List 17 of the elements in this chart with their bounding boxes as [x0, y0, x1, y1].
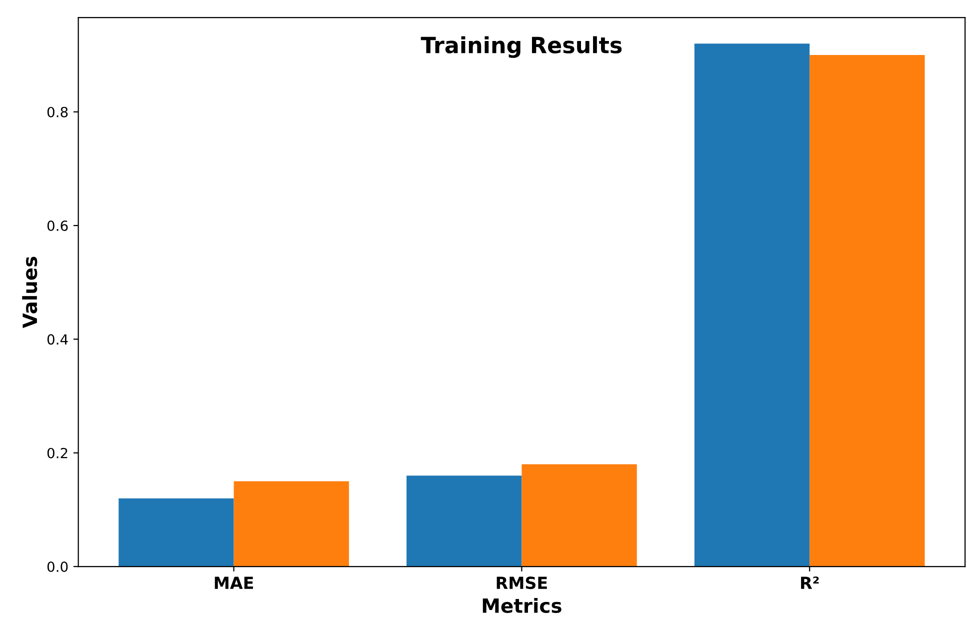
y-axis-title: Values: [22, 256, 38, 328]
bar: [118, 498, 234, 567]
bar: [810, 55, 925, 567]
bar: [406, 476, 522, 567]
bar: [234, 481, 349, 567]
y-tick-label: 0.0: [47, 562, 68, 572]
y-tick-label: 0.6: [47, 220, 68, 232]
y-tick-label: 0.4: [47, 334, 68, 345]
y-tick-label: 0.2: [47, 448, 68, 458]
x-axis-title: Metrics: [482, 598, 562, 613]
x-tick-label: MAE: [214, 576, 254, 589]
y-tick-label: 0.8: [47, 106, 68, 118]
bar: [694, 44, 810, 567]
x-tick-label: R²: [801, 576, 819, 589]
bar: [522, 464, 637, 567]
x-tick-label: RMSE: [496, 576, 547, 590]
text: Training Results: [420, 36, 622, 58]
